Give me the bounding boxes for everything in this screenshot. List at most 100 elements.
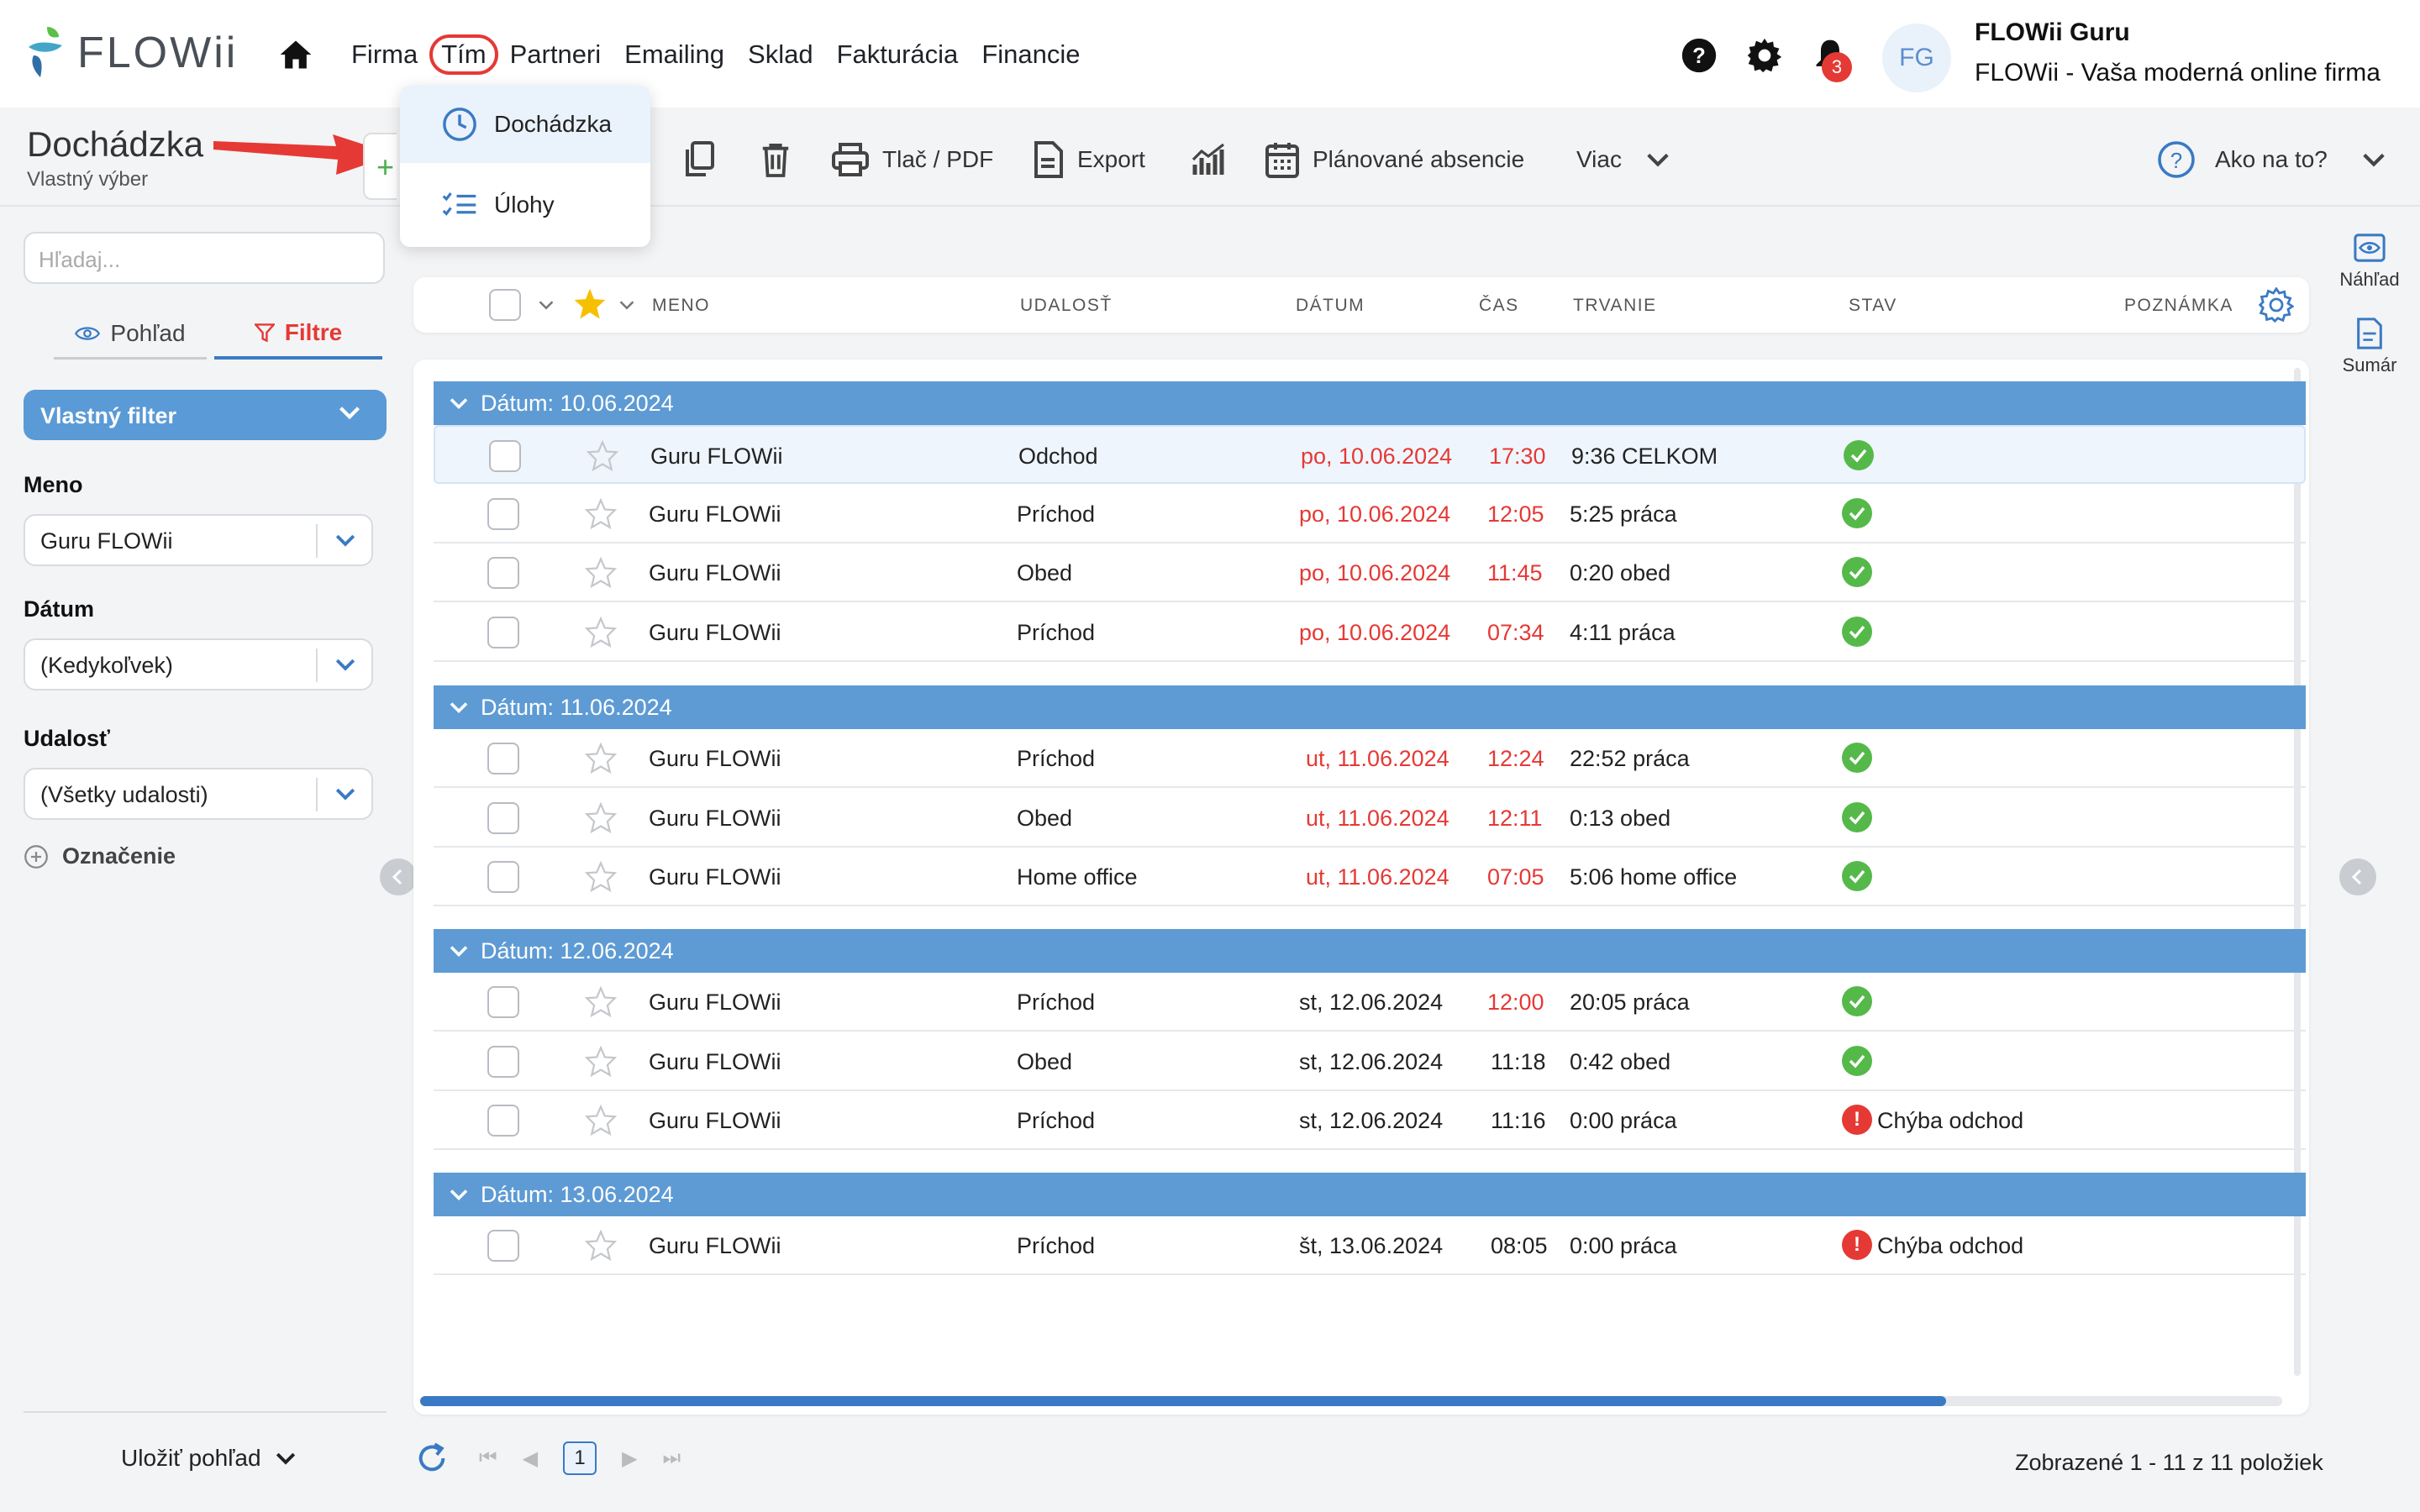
column-header-date[interactable]: DÁTUM [1296, 296, 1365, 315]
row-checkbox[interactable] [487, 557, 519, 589]
gear-icon[interactable] [1746, 37, 1783, 74]
column-header-time[interactable]: ČAS [1479, 296, 1519, 315]
table-row[interactable]: Guru FLOWii Home office ut, 11.06.2024 07:0… [434, 848, 2306, 906]
star-outline-icon[interactable] [585, 616, 617, 648]
chevron-down-icon[interactable] [618, 299, 635, 311]
preview-rail-button[interactable]: Náhľad [2319, 232, 2420, 291]
marking-toggle[interactable]: Označenie [24, 843, 176, 869]
tab-view[interactable]: Pohľad [54, 309, 207, 360]
table-row[interactable]: Guru FLOWii Odchod po, 10.06.2024 17:30 9:36… [434, 425, 2306, 484]
row-event: Obed [1017, 805, 1073, 831]
row-checkbox[interactable] [487, 1045, 519, 1078]
last-page-icon[interactable]: ⏭ [662, 1446, 681, 1469]
star-outline-icon[interactable] [585, 1105, 617, 1137]
star-outline-icon[interactable] [585, 1045, 617, 1078]
first-page-icon[interactable]: ⏮ [479, 1446, 497, 1469]
next-page-icon[interactable]: ▶ [622, 1446, 638, 1470]
add-button-frame[interactable] [363, 133, 397, 200]
export-button[interactable]: Export [1032, 134, 1145, 185]
column-header-note[interactable]: POZNÁMKA [2124, 296, 2233, 315]
menu-item-tasks[interactable]: Úlohy [400, 166, 650, 244]
table-row[interactable]: Guru FLOWii Obed st, 12.06.2024 11:18 0:42 o… [434, 1032, 2306, 1091]
summary-rail-button[interactable]: Sumár [2319, 318, 2420, 376]
nav-financie[interactable]: Financie [981, 39, 1081, 69]
save-view-button[interactable]: Uložiť pohľad [121, 1445, 297, 1472]
group-header[interactable]: Dátum: 13.06.2024 [434, 1173, 2306, 1216]
flowii-logo[interactable]: FLOWii [25, 25, 238, 81]
user-name[interactable]: FLOWii Guru [1975, 18, 2130, 46]
row-checkbox[interactable] [489, 440, 521, 472]
status-ok-icon [1842, 1045, 1872, 1076]
nav-emailing[interactable]: Emailing [624, 39, 725, 69]
collapse-sidebar-button[interactable] [380, 858, 417, 895]
column-header-duration[interactable]: TRVANIE [1573, 296, 1657, 315]
name-filter-select[interactable]: Guru FLOWii [24, 514, 373, 566]
refresh-icon[interactable] [415, 1441, 449, 1475]
star-outline-icon[interactable] [587, 440, 618, 472]
print-pdf-button[interactable]: Tlač / PDF [832, 134, 993, 185]
row-date: ut, 11.06.2024 [1306, 746, 1449, 771]
nav-tim[interactable]: Tím [429, 34, 498, 75]
horizontal-scrollbar-thumb[interactable] [420, 1396, 1946, 1406]
delete-button[interactable] [760, 134, 805, 185]
date-filter-select[interactable]: (Kedykoľvek) [24, 638, 373, 690]
group-header[interactable]: Dátum: 12.06.2024 [434, 929, 2306, 973]
star-outline-icon[interactable] [585, 1230, 617, 1262]
table-row[interactable]: Guru FLOWii Obed ut, 11.06.2024 12:11 0:13 o… [434, 789, 2306, 848]
home-icon[interactable] [277, 36, 314, 73]
row-checkbox[interactable] [487, 1230, 519, 1262]
star-outline-icon[interactable] [585, 557, 617, 589]
star-filled-icon[interactable] [573, 287, 607, 321]
row-checkbox[interactable] [487, 743, 519, 774]
group-header[interactable]: Dátum: 10.06.2024 [434, 381, 2306, 425]
copy-button[interactable] [682, 134, 729, 185]
row-checkbox[interactable] [487, 1105, 519, 1137]
search-input[interactable]: Hľadaj... [24, 232, 385, 284]
column-settings-gear-icon[interactable] [2259, 287, 2294, 323]
table-row[interactable]: Guru FLOWii Príchod št, 13.06.2024 08:05 0:0… [434, 1216, 2306, 1275]
table-row[interactable]: Guru FLOWii Príchod po, 10.06.2024 12:05 5:2… [434, 485, 2306, 543]
column-header-event[interactable]: UDALOSŤ [1020, 296, 1113, 315]
table-row[interactable]: Guru FLOWii Príchod po, 10.06.2024 07:34 4:1… [434, 603, 2306, 662]
custom-filter-select[interactable]: Vlastný filter [24, 390, 387, 440]
horizontal-scrollbar[interactable] [420, 1396, 2282, 1406]
row-checkbox[interactable] [487, 801, 519, 834]
star-outline-icon[interactable] [585, 861, 617, 893]
table-row[interactable]: Guru FLOWii Príchod ut, 11.06.2024 12:24 22:… [434, 729, 2306, 788]
current-page[interactable]: 1 [563, 1441, 597, 1475]
nav-fakturacia[interactable]: Fakturácia [836, 39, 959, 69]
how-to-button[interactable]: ? Ako na to? [2158, 134, 2400, 185]
row-checkbox[interactable] [487, 616, 519, 648]
select-all-checkbox[interactable] [489, 289, 521, 321]
group-header[interactable]: Dátum: 11.06.2024 [434, 685, 2306, 729]
star-outline-icon[interactable] [585, 497, 617, 530]
vertical-scrollbar[interactable] [2294, 368, 2301, 1376]
column-header-status[interactable]: STAV [1849, 296, 1897, 315]
more-button[interactable]: Viac [1576, 134, 1684, 185]
row-time: 11:18 [1491, 1048, 1546, 1074]
statistics-button[interactable] [1192, 134, 1242, 185]
menu-item-attendance[interactable]: Dochádzka [400, 86, 650, 163]
tab-filters[interactable]: Filtre [214, 309, 382, 360]
nav-firma[interactable]: Firma [351, 39, 418, 69]
star-outline-icon[interactable] [585, 801, 617, 834]
help-icon[interactable]: ? [1681, 37, 1718, 74]
nav-partneri[interactable]: Partneri [509, 39, 602, 69]
previous-page-icon[interactable]: ◀ [522, 1446, 539, 1470]
collapse-right-panel-button[interactable] [2339, 858, 2376, 895]
table-row[interactable]: Guru FLOWii Obed po, 10.06.2024 11:45 0:20 o… [434, 543, 2306, 602]
chevron-down-icon[interactable] [538, 299, 555, 311]
star-outline-icon[interactable] [585, 986, 617, 1018]
row-checkbox[interactable] [487, 497, 519, 530]
avatar[interactable]: FG [1882, 24, 1951, 92]
row-checkbox[interactable] [487, 861, 519, 893]
planned-absences-button[interactable]: Plánované absencie [1265, 134, 1524, 185]
column-header-name[interactable]: MENO [652, 296, 710, 315]
table-row[interactable]: Guru FLOWii Príchod st, 12.06.2024 11:16 0:0… [434, 1091, 2306, 1150]
table-row[interactable]: Guru FLOWii Príchod st, 12.06.2024 12:00 20:… [434, 973, 2306, 1032]
nav-sklad[interactable]: Sklad [748, 39, 813, 69]
star-outline-icon[interactable] [585, 743, 617, 774]
event-filter-select[interactable]: (Všetky udalosti) [24, 768, 373, 820]
row-checkbox[interactable] [487, 986, 519, 1018]
plus-icon[interactable]: + [376, 150, 395, 184]
